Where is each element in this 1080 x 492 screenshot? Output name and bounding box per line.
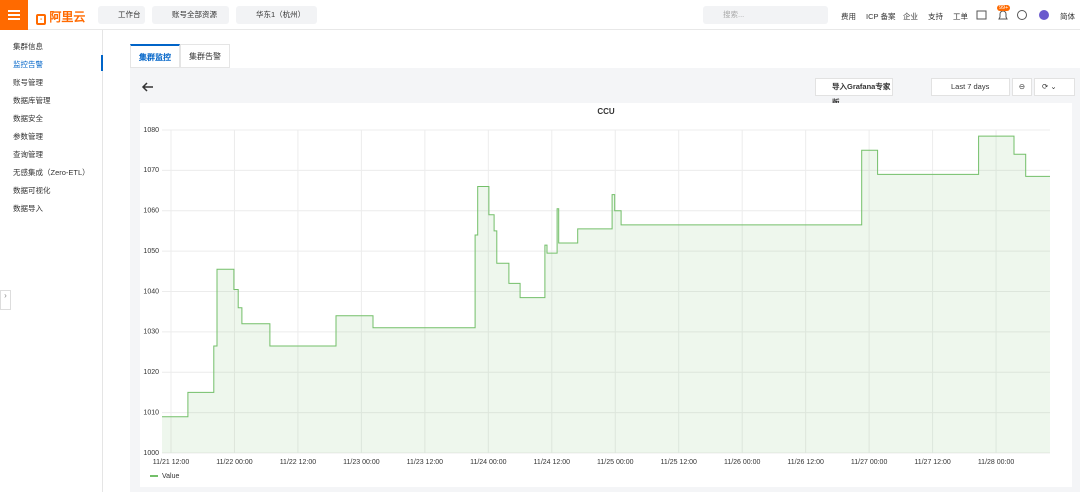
x-tick-label: 11/24 00:00: [470, 459, 507, 466]
back-arrow[interactable]: [141, 80, 155, 94]
sidebar-item[interactable]: 数据导入: [13, 204, 43, 213]
tab[interactable]: 集群监控: [130, 44, 180, 68]
x-tick-label: 11/22 12:00: [280, 459, 317, 466]
y-tick-label: 1020: [143, 369, 159, 376]
sidebar: 集群信息监控告警账号管理数据库管理数据安全参数管理查询管理无感集成（Zero-E…: [0, 30, 103, 492]
y-tick-label: 1010: [143, 409, 159, 416]
y-tick-label: 1000: [143, 450, 159, 457]
series-line: [162, 135, 1050, 418]
top-link[interactable]: ICP 备案: [866, 12, 896, 21]
y-tick-label: 1060: [143, 208, 159, 215]
import-button[interactable]: 导入Grafana专家版: [815, 78, 893, 107]
x-tick-label: 11/25 00:00: [597, 459, 634, 466]
logo[interactable]: - 阿里云: [36, 8, 85, 25]
logo-text: 阿里云: [49, 10, 86, 24]
nav-button[interactable]: 华东1（杭州）: [236, 6, 317, 24]
top-icons: [976, 10, 1049, 20]
x-tick-label: 11/25 12:00: [660, 459, 697, 466]
time-range[interactable]: Last 7 days: [931, 78, 1010, 96]
sidebar-item[interactable]: 参数管理: [13, 132, 43, 141]
tab[interactable]: 集群告警: [180, 44, 230, 68]
sidebar-item[interactable]: 数据可视化: [13, 186, 51, 195]
chart-title: CCU: [597, 107, 615, 116]
x-tick-label: 11/23 00:00: [343, 459, 380, 466]
top-link[interactable]: 工单: [953, 12, 968, 21]
x-tick-label: 11/26 00:00: [724, 459, 761, 466]
top-link[interactable]: 企业: [903, 12, 918, 21]
sidebar-item[interactable]: 监控告警: [13, 60, 43, 69]
x-tick-label: 11/28 00:00: [978, 459, 1015, 466]
sidebar-item[interactable]: 无感集成（Zero-ETL）: [13, 168, 90, 177]
y-tick-label: 1080: [143, 127, 159, 134]
x-tick-label: 11/23 12:00: [407, 459, 444, 466]
legend-label: Value: [162, 473, 179, 480]
top-link[interactable]: 支持: [928, 12, 943, 21]
y-tick-label: 1070: [143, 167, 159, 174]
sidebar-item[interactable]: 集群信息: [13, 42, 43, 51]
refresh[interactable]: ⟳ ⌄: [1034, 78, 1075, 96]
x-tick-label: 11/26 12:00: [787, 459, 824, 466]
notification-badge: 99+: [997, 5, 1011, 11]
y-tick-label: 1030: [143, 329, 159, 336]
y-tick-label: 1050: [143, 248, 159, 255]
series-area: [162, 136, 1050, 453]
x-tick-label: 11/27 00:00: [851, 459, 888, 466]
x-tick-label: 11/27 12:00: [914, 459, 951, 466]
sidebar-item[interactable]: 数据库管理: [13, 96, 51, 105]
top-bar: - 阿里云 工作台 账号全部资源 华东1（杭州） 搜索... 费用 ICP 备案 企业…: [0, 0, 1080, 30]
sidebar-item[interactable]: 账号管理: [13, 78, 43, 87]
x-tick-label: 11/22 00:00: [216, 459, 253, 466]
nav-button[interactable]: 工作台: [98, 6, 145, 24]
x-tick-label: 11/24 12:00: [534, 459, 571, 466]
sidebar-item[interactable]: 数据安全: [13, 114, 43, 123]
nav-button[interactable]: 账号全部资源: [152, 6, 229, 24]
sidebar-item[interactable]: 查询管理: [13, 150, 43, 159]
x-tick-label: 11/21 12:00: [153, 459, 190, 466]
zoom-out[interactable]: ⊖: [1012, 78, 1032, 96]
chart: CCU 1000 1010 1020 1030 1040 1050 1060 1070 1080…: [140, 103, 1072, 487]
y-tick-label: 1040: [143, 288, 159, 295]
sidebar-toggle[interactable]: ›: [0, 290, 11, 310]
language[interactable]: 简体: [1060, 12, 1075, 21]
search-box[interactable]: 搜索...: [703, 6, 828, 24]
menu-button[interactable]: [0, 0, 28, 30]
active-indicator: [101, 55, 103, 71]
top-link[interactable]: 费用: [841, 12, 856, 21]
